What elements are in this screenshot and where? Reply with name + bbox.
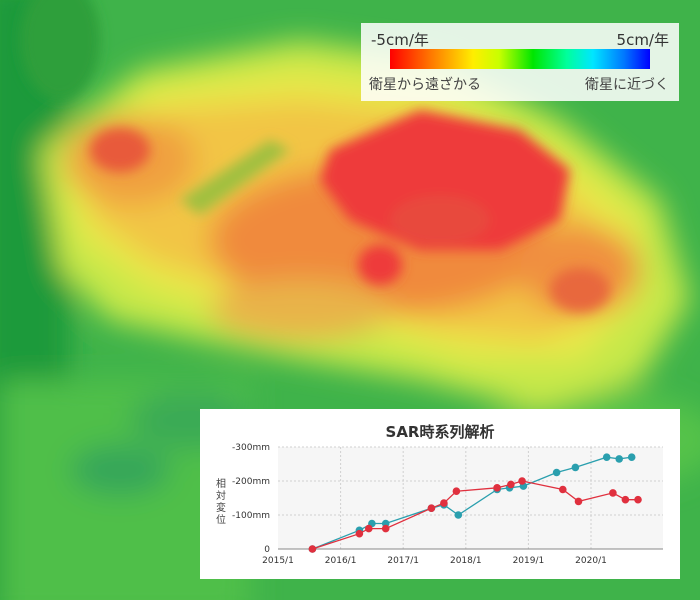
series-1-point: [627, 453, 636, 461]
x-tick-label: 2018/1: [450, 556, 482, 566]
series-2-point: [440, 499, 448, 507]
series-2-point: [609, 489, 617, 497]
x-tick-label: 2019/1: [513, 556, 545, 566]
y-tick-label: 0: [264, 545, 270, 555]
series-2-point: [355, 529, 364, 538]
series-1-point: [571, 463, 580, 472]
series-2-point: [308, 545, 317, 553]
legend-away-label: 衛星から遠ざかる: [369, 77, 481, 93]
y-tick-label: -100mm: [232, 511, 270, 521]
series-2-point: [365, 524, 373, 533]
y-tick-label: -200mm: [232, 477, 270, 487]
x-tick-label: 2016/1: [325, 556, 357, 566]
series-1-point: [552, 468, 561, 477]
legend-max-label: 5cm/年: [616, 31, 669, 49]
x-tick-label: 2015/1: [262, 556, 294, 566]
series-2-point: [574, 497, 583, 506]
series-1-point: [454, 511, 463, 519]
series-2-point: [381, 524, 390, 533]
series-2-point: [493, 484, 501, 492]
x-tick-label: 2017/1: [387, 556, 419, 566]
series-2-point: [621, 495, 630, 504]
sar-chart-card: 0 -100mm -200mm -300mm 2015/1 2016/1 2017/1 201…: [200, 409, 680, 579]
x-tick-label: 2020/1: [575, 556, 607, 566]
series-2-point: [427, 504, 436, 512]
chart-title: SAR時系列解析: [385, 423, 495, 441]
plot-area: [278, 447, 663, 549]
series-2-point: [507, 480, 515, 489]
legend-color-bar: [390, 49, 650, 69]
series-2-point: [518, 477, 526, 485]
series-2-point: [634, 495, 642, 504]
legend-min-label: -5cm/年: [371, 31, 429, 49]
series-1-point: [615, 455, 623, 463]
series-2-point: [559, 485, 567, 494]
y-axis-label: 相対変位: [216, 479, 226, 526]
sar-chart: 0 -100mm -200mm -300mm 2015/1 2016/1 2017/1 201…: [232, 443, 663, 566]
series-1-point: [602, 453, 611, 461]
legend-toward-label: 衛星に近づく: [585, 77, 669, 93]
color-legend: -5cm/年 5cm/年 衛星から遠ざかる 衛星に近づく: [361, 23, 679, 101]
series-2-point: [452, 487, 461, 495]
y-tick-label: -300mm: [232, 443, 270, 453]
